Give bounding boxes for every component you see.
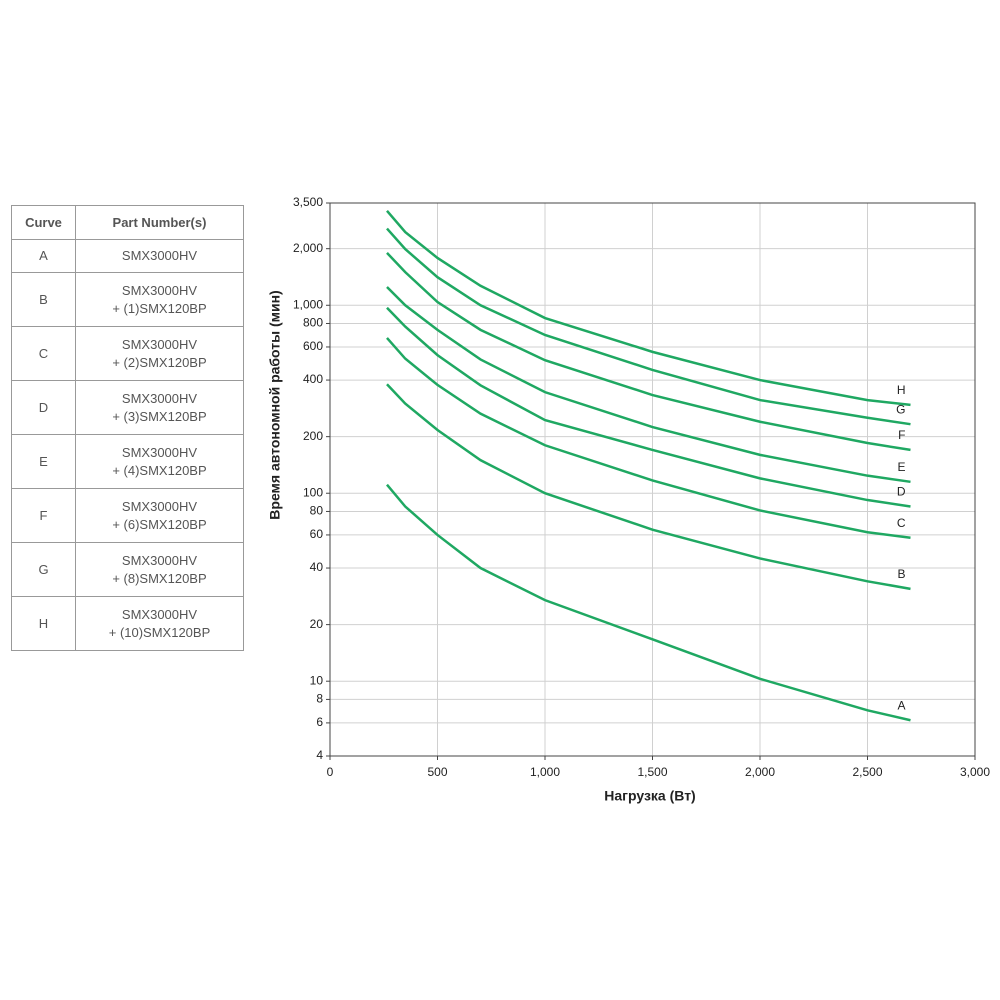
header-cell: Part Number(s) [75, 205, 244, 240]
y-axis-title: Время автономной работы (мин) [267, 290, 283, 519]
parts-table: Curve Part Number(s) A SMX3000HV B SMX3000H… [11, 205, 244, 651]
curve-cell: B [11, 272, 76, 327]
y-tick-label: 3,500 [293, 195, 323, 209]
header-row: Curve Part Number(s) [11, 205, 244, 240]
table-row: G SMX3000HV + (8)SMX120BP [11, 542, 244, 597]
y-tick-label: 100 [303, 485, 323, 499]
curve-label: F [898, 428, 905, 442]
part-cell: SMX3000HV + (2)SMX120BP [75, 326, 244, 381]
part-line: SMX3000HV [121, 552, 198, 568]
curve-label: H [897, 383, 906, 397]
curve [386, 286, 911, 484]
x-tick-label: 0 [327, 765, 334, 779]
curve [386, 252, 911, 452]
curve-label: A [897, 698, 905, 712]
part-line: + (3)SMX120BP [112, 408, 207, 424]
part-cell: SMX3000HV + (10)SMX120BP [75, 596, 244, 651]
y-tick-label: 10 [310, 673, 324, 687]
y-tick-label: 4 [316, 748, 323, 762]
table-row: C SMX3000HV + (2)SMX120BP [11, 326, 244, 381]
y-tick-label: 8 [316, 692, 323, 706]
x-tick-label: 2,000 [745, 765, 775, 779]
part-line: SMX3000HV [121, 248, 198, 263]
table-row: B SMX3000HV + (1)SMX120BP [11, 272, 244, 327]
part-line: + (2)SMX120BP [112, 354, 207, 370]
curve-label: E [897, 460, 905, 474]
y-tick-label: 60 [310, 527, 324, 541]
x-axis-title: Нагрузка (Вт) [604, 788, 695, 804]
part-line: SMX3000HV [121, 390, 198, 406]
curve-cell: D [11, 380, 76, 435]
part-line: SMX3000HV [121, 606, 198, 622]
part-line: + (1)SMX120BP [112, 300, 207, 316]
y-tick-label: 6 [316, 715, 323, 729]
curve [386, 383, 911, 591]
curve-label: D [897, 485, 906, 499]
part-line: SMX3000HV [121, 498, 198, 514]
curve-label: C [897, 516, 906, 530]
curve [386, 337, 911, 539]
plot-frame [329, 202, 976, 757]
part-cell: SMX3000HV + (3)SMX120BP [75, 380, 244, 435]
curve [386, 227, 911, 426]
part-line: SMX3000HV [121, 282, 198, 298]
y-tick-label: 400 [303, 372, 323, 386]
part-cell: SMX3000HV + (4)SMX120BP [75, 434, 244, 489]
part-line: + (8)SMX120BP [112, 570, 207, 586]
part-line: SMX3000HV [121, 336, 198, 352]
y-tick-label: 40 [310, 560, 324, 574]
curve-cell: G [11, 542, 76, 597]
part-cell: SMX3000HV + (8)SMX120BP [75, 542, 244, 597]
x-tick-label: 3,000 [960, 765, 990, 779]
x-tick-label: 500 [427, 765, 447, 779]
curve-label: B [897, 567, 905, 581]
curve-cell: H [11, 596, 76, 651]
table-row: E SMX3000HV + (4)SMX120BP [11, 434, 244, 489]
part-line: + (10)SMX120BP [108, 624, 211, 640]
curve-cell: C [11, 326, 76, 381]
y-tick-label: 200 [303, 429, 323, 443]
curve [386, 210, 911, 407]
y-tick-label: 800 [303, 316, 323, 330]
table-row: D SMX3000HV + (3)SMX120BP [11, 380, 244, 435]
table-row: F SMX3000HV + (6)SMX120BP [11, 488, 244, 543]
part-line: + (4)SMX120BP [112, 462, 207, 478]
table-row: H SMX3000HV + (10)SMX120BP [11, 596, 244, 651]
header-cell: Curve [11, 205, 76, 240]
part-cell: SMX3000HV + (6)SMX120BP [75, 488, 244, 543]
curve [386, 483, 911, 722]
y-tick-label: 20 [310, 617, 324, 631]
y-tick-label: 600 [303, 339, 323, 353]
curve-label: G [896, 402, 905, 416]
y-tick-label: 1,000 [293, 297, 323, 311]
x-tick-label: 2,500 [852, 765, 882, 779]
part-cell: SMX3000HV + (1)SMX120BP [75, 272, 244, 327]
curve [386, 306, 911, 508]
y-tick-label: 2,000 [293, 241, 323, 255]
part-line: + (6)SMX120BP [112, 516, 207, 532]
x-tick-label: 1,000 [530, 765, 560, 779]
y-tick-label: 80 [310, 504, 324, 518]
x-tick-label: 1,500 [637, 765, 667, 779]
part-line: SMX3000HV [121, 444, 198, 460]
